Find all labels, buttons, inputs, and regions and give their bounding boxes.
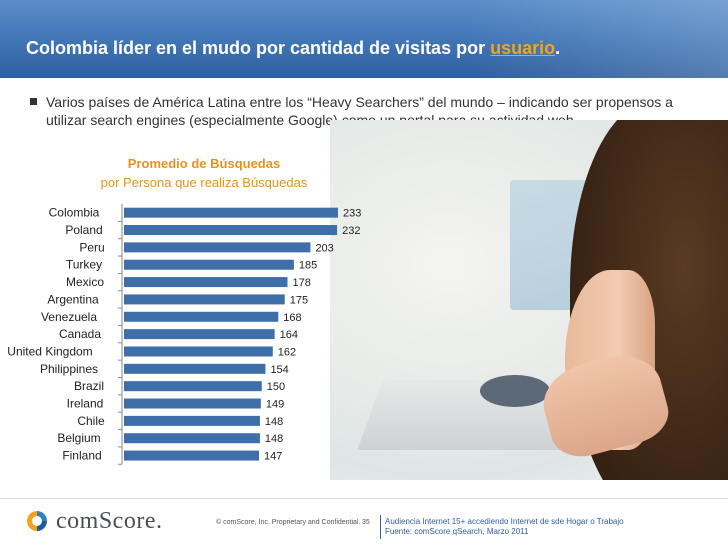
bar-argentina [124,294,285,305]
value-label: 154 [270,364,288,376]
value-label: 233 [343,208,361,220]
bar-ireland [124,398,261,409]
bar-belgium [124,433,260,444]
value-label: 147 [264,451,282,463]
woman-at-computer-photo [330,120,728,480]
bullet-square-icon [30,98,37,105]
slide-title: Colombia líder en el mudo por cantidad d… [26,38,560,59]
category-label: Mexico [66,275,104,289]
chart-title: Promedio de Búsquedas [128,156,280,171]
title-end: . [555,38,561,58]
comscore-logo-text: comScore. [56,508,163,534]
title-main: Colombia líder en el mudo por cantidad d… [26,38,491,58]
value-label: 149 [266,399,284,411]
source-line-2: Fuente: comScore qSearch, Marzo 2011 [385,527,529,536]
footer-divider [0,498,728,499]
category-label: Belgium [57,431,100,445]
comscore-logo-icon [27,511,47,531]
category-label: Colombia [49,206,100,220]
value-label: 162 [278,346,296,358]
copyright-text: © comScore, Inc. Proprietary and Confide… [216,519,361,526]
category-label: Brazil [74,379,104,393]
value-label: 150 [267,381,285,393]
bar-mexico [124,277,288,288]
bar-colombia [124,207,338,218]
value-label: 164 [280,329,298,341]
value-label: 148 [265,416,283,428]
bar-turkey [124,259,294,270]
category-label: Poland [65,223,102,237]
category-label: Turkey [66,258,102,272]
slide-header: Colombia líder en el mudo por cantidad d… [0,0,728,78]
value-label: 175 [290,294,308,306]
mouse-shape [480,375,550,407]
category-label: Argentina [47,292,99,306]
bar-philippines [124,363,266,374]
header-shine [468,0,728,78]
category-label: Ireland [67,397,104,411]
category-label: Philippines [40,362,98,376]
bar-united-kingdom [124,346,273,357]
value-label: 168 [283,312,301,324]
source-line-1: Audiencia Internet 15+ accediendo Intern… [385,517,624,526]
category-label: Finland [62,449,101,463]
page-number: 35 [362,519,370,526]
bar-finland [124,450,260,461]
bar-brazil [124,381,262,392]
category-label: Peru [79,240,104,254]
bar-peru [124,242,311,253]
value-label: 203 [315,242,333,254]
bar-venezuela [124,311,279,322]
category-label: Venezuela [41,310,97,324]
category-label: Chile [77,414,105,428]
chart-subtitle: por Persona que realiza Búsquedas [101,175,308,190]
bar-chart: Promedio de Búsquedas por Persona que re… [7,156,361,465]
source-divider [380,515,381,539]
value-label: 232 [342,225,360,237]
source-note: Audiencia Internet 15+ accediendo Intern… [385,517,624,537]
chart-body: Colombia 233 Poland 232 Peru 203 Turkey 185 Mexi… [7,204,361,465]
value-label: 178 [292,277,310,289]
value-label: 185 [299,260,317,272]
bar-poland [124,225,338,236]
bar-canada [124,329,275,340]
category-label: Canada [59,327,101,341]
category-label: United Kingdom [7,344,92,358]
bar-chile [124,415,260,426]
title-highlight: usuario [490,38,556,58]
value-label: 148 [265,433,283,445]
